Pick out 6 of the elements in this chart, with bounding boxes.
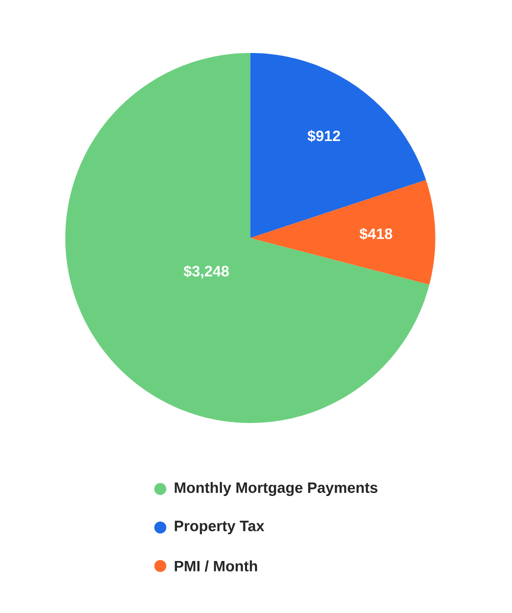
legend-label: Monthly Mortgage Payments [174, 482, 378, 496]
data-label: $418 [359, 228, 392, 240]
data-label: $3,248 [184, 265, 229, 279]
legend-label: Property Tax [174, 520, 264, 534]
data-label: $912 [307, 130, 340, 142]
legend-label: PMI / Month [174, 560, 257, 572]
